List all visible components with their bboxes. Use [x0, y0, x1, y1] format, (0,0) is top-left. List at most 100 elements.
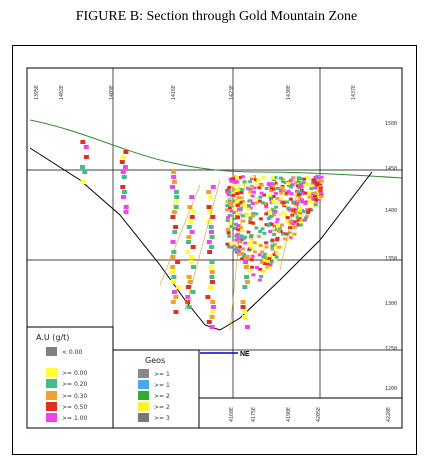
- sample-block: [239, 234, 244, 238]
- sample-block: [121, 195, 127, 199]
- sample-block: [311, 197, 316, 201]
- axis-tick-label: 1395E: [34, 85, 40, 100]
- sample-block: [269, 197, 274, 201]
- sample-block: [286, 206, 291, 210]
- sample-block: [291, 222, 296, 226]
- sample-block: [80, 165, 86, 169]
- geo-legend-swatch: [138, 402, 149, 411]
- sample-block: [205, 220, 211, 224]
- sample-block: [229, 245, 234, 249]
- sample-block: [258, 267, 263, 271]
- au-legend-swatch: [46, 391, 57, 400]
- sample-block: [170, 240, 176, 244]
- au-legend-label: >= 0.00: [62, 370, 88, 377]
- axis-tick-label: 4220E: [386, 407, 392, 422]
- axis-tick-label: 1250: [385, 346, 397, 352]
- sample-block: [209, 315, 215, 319]
- sample-block: [171, 275, 177, 279]
- sample-block: [248, 190, 253, 194]
- sample-block: [229, 202, 234, 206]
- sample-block: [189, 195, 195, 199]
- sample-block: [264, 205, 269, 209]
- sample-block: [270, 238, 275, 242]
- sample-block: [233, 188, 238, 191]
- sample-block: [298, 220, 303, 224]
- sample-block: [251, 190, 256, 194]
- sample-block: [186, 235, 192, 239]
- sample-block: [242, 252, 247, 256]
- sample-block: [243, 235, 247, 239]
- sample-block: [285, 219, 290, 223]
- sample-block: [297, 199, 302, 203]
- sample-block: [227, 213, 232, 217]
- sample-block: [243, 241, 248, 245]
- geo-legend-label: >= 3: [154, 415, 170, 422]
- sample-block: [209, 230, 215, 234]
- sample-block: [309, 187, 314, 191]
- sample-block: [295, 215, 300, 219]
- sample-block: [295, 189, 299, 193]
- sample-block: [318, 186, 323, 190]
- sample-block: [210, 185, 216, 189]
- sample-block: [275, 186, 280, 190]
- sample-block: [209, 275, 215, 279]
- sample-block: [297, 190, 302, 194]
- sample-block: [252, 250, 257, 254]
- sample-block: [209, 270, 215, 274]
- sample-block: [254, 201, 259, 205]
- sample-block: [267, 257, 272, 261]
- sample-block: [289, 233, 294, 237]
- sample-block: [171, 180, 177, 184]
- geo-legend-box: [112, 349, 200, 429]
- sample-block: [170, 215, 176, 219]
- sample-block: [225, 242, 230, 246]
- sample-block: [305, 176, 310, 180]
- sample-block: [236, 216, 240, 219]
- sample-block: [252, 186, 257, 190]
- sample-block: [298, 214, 303, 218]
- axis-tick-label: 1300: [385, 301, 397, 307]
- sample-block: [308, 183, 312, 186]
- geo-legend-items: >= 1 >= 1 >= 2 >= 2 >= 3: [138, 369, 170, 422]
- sample-block: [173, 200, 179, 204]
- sample-block: [249, 177, 254, 180]
- sample-block: [288, 226, 292, 230]
- sample-block: [299, 188, 304, 192]
- sample-block: [295, 199, 300, 203]
- sample-block: [171, 210, 177, 214]
- au-legend-swatch: [46, 413, 57, 422]
- sample-block: [170, 280, 176, 284]
- sample-block: [209, 310, 215, 314]
- sample-block: [209, 260, 215, 264]
- sample-block: [235, 233, 240, 236]
- sample-block: [268, 253, 273, 257]
- sample-block: [206, 190, 212, 194]
- au-legend-box: [26, 326, 114, 429]
- sample-block: [286, 189, 291, 193]
- sample-block: [244, 280, 250, 284]
- sample-block: [173, 295, 179, 299]
- au-legend-swatch: [46, 347, 57, 356]
- sample-block: [236, 196, 241, 200]
- sample-block: [275, 218, 280, 222]
- sample-block: [226, 229, 231, 233]
- sample-block: [282, 237, 287, 241]
- sample-block: [254, 266, 259, 269]
- sample-block: [82, 170, 88, 174]
- sample-block: [287, 231, 292, 235]
- sample-block: [240, 300, 246, 304]
- sample-block: [262, 262, 267, 265]
- axis-tick-label: 1402E: [59, 85, 65, 100]
- sample-block: [231, 207, 236, 211]
- sample-block: [289, 185, 294, 189]
- sample-block: [238, 226, 243, 230]
- sample-block: [277, 226, 282, 230]
- sample-block: [260, 201, 265, 205]
- sample-block: [293, 225, 297, 229]
- sample-block: [258, 217, 263, 221]
- au-legend-label: >= 0.50: [62, 404, 88, 411]
- sample-block: [287, 222, 292, 226]
- sample-block: [265, 265, 270, 269]
- sample-block: [259, 183, 264, 187]
- geo-legend-label: >= 2: [154, 393, 170, 400]
